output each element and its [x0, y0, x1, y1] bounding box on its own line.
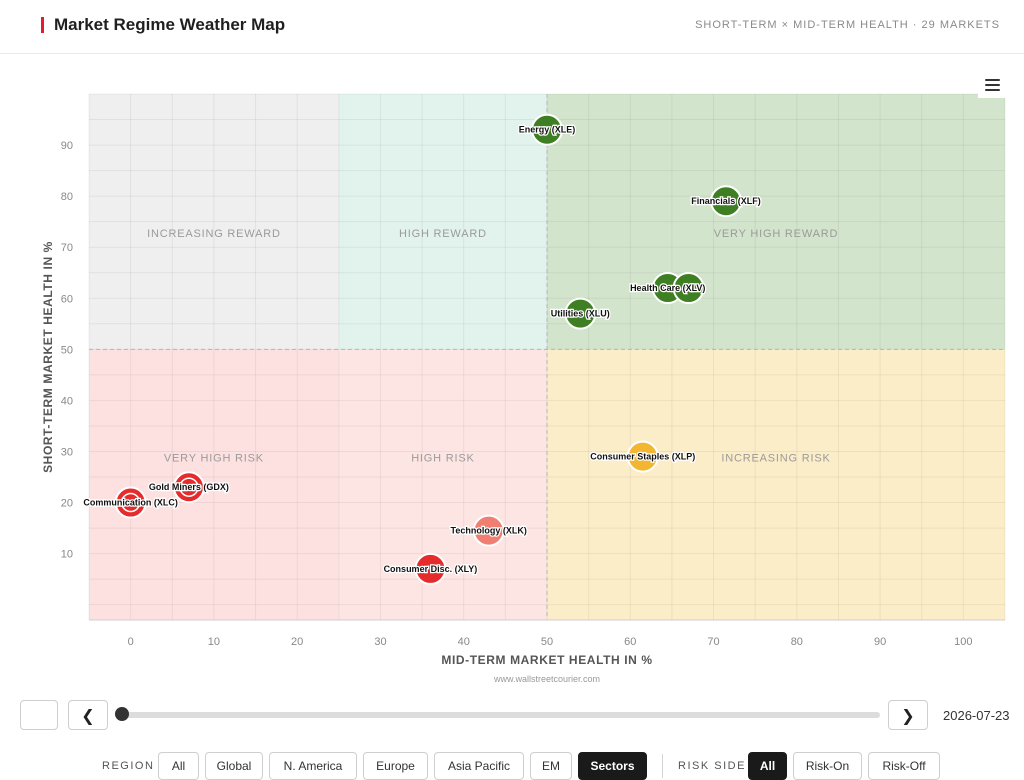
y-axis-title: SHORT-TERM MARKET HEALTH IN % [41, 241, 55, 473]
y-tick-label: 90 [61, 140, 73, 152]
point-label-5: Consumer Staples (XLP) [590, 452, 695, 462]
point-label-2: Health Care (XLV) [630, 283, 705, 293]
point-label-7: Communication (XLC) [83, 498, 178, 508]
timeline-slider-thumb[interactable] [115, 707, 129, 721]
point-marker [710, 185, 743, 218]
timeline-slider-track[interactable] [120, 712, 880, 718]
chart-menu-icon[interactable] [978, 72, 1006, 98]
x-axis-title: MID-TERM MARKET HEALTH IN % [441, 653, 652, 667]
regime-scatter-chart: INCREASING REWARD HIGH REWARD VERY HIGH RE… [41, 93, 1006, 684]
point-marker [172, 471, 205, 504]
data-point-7 [114, 486, 147, 519]
x-tick-label: 80 [791, 636, 803, 648]
filter-divider [662, 754, 663, 778]
filter-bar: REGION All Global N. America Europe Asia… [0, 750, 1024, 780]
data-point-9 [414, 552, 447, 585]
region-label-0: INCREASING REWARD [147, 228, 281, 240]
point-marker [626, 440, 659, 473]
risk-filter-label: RISK SIDE [678, 760, 746, 772]
y-tick-label: 60 [61, 293, 73, 305]
title-accent-bar [41, 17, 44, 33]
y-tick-label: 10 [61, 549, 73, 561]
x-tick-label: 100 [954, 636, 972, 648]
region-0 [89, 94, 339, 350]
data-point-4 [564, 297, 597, 330]
region-filter-sectors[interactable]: Sectors [578, 752, 647, 780]
region-label-1: HIGH REWARD [399, 228, 487, 240]
x-tick-label: 40 [458, 636, 470, 648]
x-tick-label: 90 [874, 636, 886, 648]
point-marker-ring [120, 492, 141, 513]
point-marker [672, 272, 705, 305]
region-5 [547, 349, 1005, 620]
x-tick-label: 70 [707, 636, 719, 648]
y-tick-label: 30 [61, 446, 73, 458]
current-date: 2026-07-23 [943, 708, 1010, 723]
page-title: Market Regime Weather Map [54, 15, 286, 34]
y-tick-label: 40 [61, 395, 73, 407]
y-tick-label: 50 [61, 344, 73, 356]
point-marker [414, 552, 447, 585]
point-marker [472, 514, 505, 547]
region-filter-asia-pacific[interactable]: Asia Pacific [434, 752, 524, 780]
page-subtitle: SHORT-TERM × MID-TERM HEALTH · 29 MARKET… [695, 19, 1000, 31]
point-label-0: Energy (XLE) [519, 125, 576, 135]
x-tick-label: 10 [208, 636, 220, 648]
point-marker [114, 486, 147, 519]
play-button[interactable] [20, 700, 58, 730]
point-label-8: Technology (XLK) [451, 526, 527, 536]
x-tick-label: 60 [624, 636, 636, 648]
point-label-6: Gold Miners (GDX) [149, 482, 229, 492]
point-marker [531, 113, 563, 146]
region-filter-global[interactable]: Global [205, 752, 263, 780]
timeline-controls: ❮ ❯ 2026-07-23 [0, 696, 1024, 736]
data-point-6 [172, 471, 205, 504]
region-1 [338, 94, 547, 350]
region-label-3: VERY HIGH RISK [164, 453, 264, 465]
y-tick-label: 20 [61, 498, 73, 510]
data-point-3 [672, 272, 705, 305]
data-point-0 [531, 113, 563, 146]
point-marker [564, 297, 597, 330]
y-tick-label: 80 [61, 191, 73, 203]
chart-credit: www.wallstreetcourier.com [493, 674, 600, 684]
region-filter-all[interactable]: All [158, 752, 199, 780]
region-filter-label: REGION [102, 760, 155, 772]
region-label-2: VERY HIGH REWARD [714, 228, 838, 240]
region-2 [547, 94, 1005, 350]
region-label-4: HIGH RISK [411, 453, 474, 465]
data-point-5 [626, 440, 659, 473]
risk-filter-risk-off[interactable]: Risk-Off [868, 752, 940, 780]
prev-button[interactable]: ❮ [68, 700, 108, 730]
region-3 [89, 349, 339, 620]
x-tick-label: 0 [128, 636, 134, 648]
x-tick-label: 20 [291, 636, 303, 648]
region-filter-europe[interactable]: Europe [363, 752, 428, 780]
data-point-8 [472, 514, 505, 547]
next-button[interactable]: ❯ [888, 700, 928, 730]
region-filter-em[interactable]: EM [530, 752, 572, 780]
point-label-4: Utilities (XLU) [551, 309, 610, 319]
data-point-1 [710, 185, 743, 218]
y-tick-label: 70 [61, 242, 73, 254]
x-tick-label: 30 [374, 636, 386, 648]
risk-filter-risk-on[interactable]: Risk-On [793, 752, 862, 780]
point-label-1: Financials (XLF) [691, 196, 761, 206]
header: Market Regime Weather Map SHORT-TERM × M… [0, 0, 1024, 54]
x-tick-label: 50 [541, 636, 553, 648]
region-filter-n-america[interactable]: N. America [269, 752, 357, 780]
region-label-5: INCREASING RISK [721, 453, 830, 465]
point-label-9: Consumer Disc. (XLY) [384, 564, 478, 574]
point-marker-ring [179, 477, 199, 497]
risk-filter-all[interactable]: All [748, 752, 787, 780]
